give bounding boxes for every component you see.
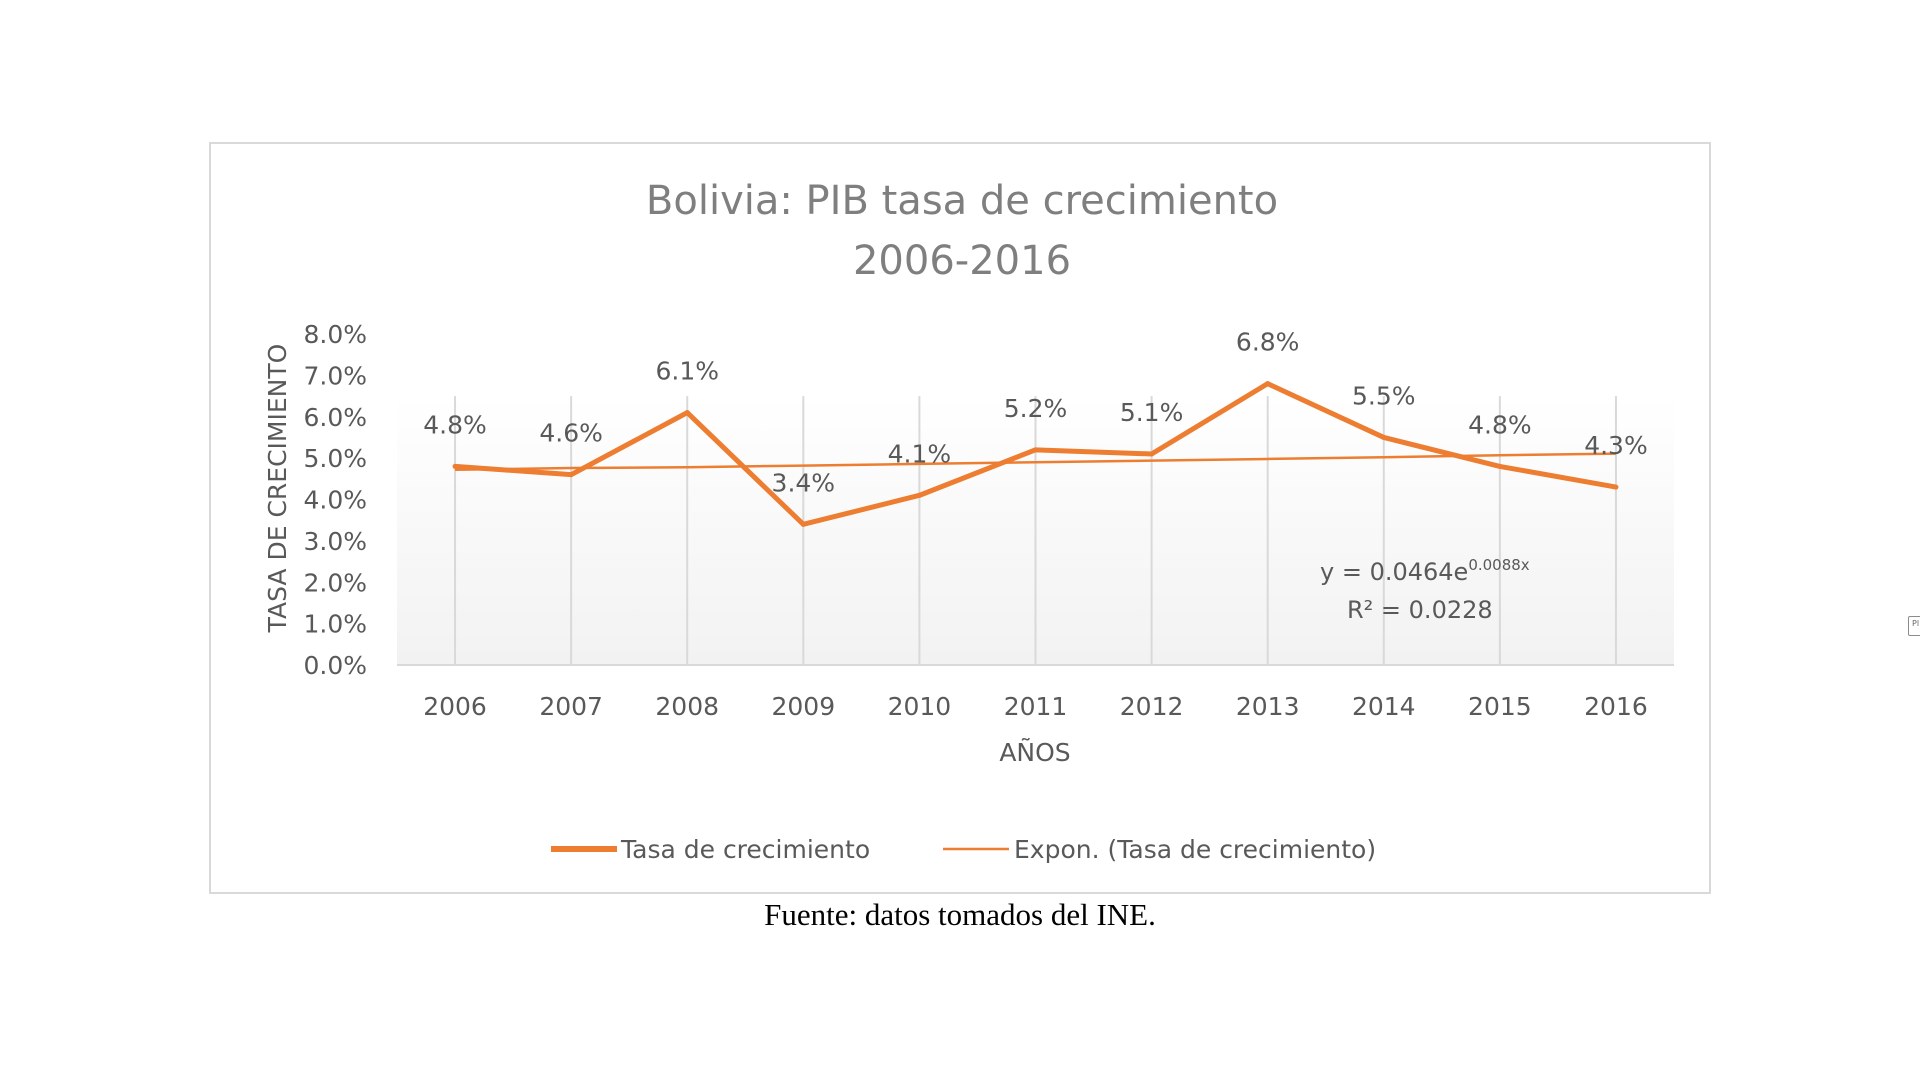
line-chart: Bolivia: PIB tasa de crecimiento 2006-20… xyxy=(263,178,1674,864)
x-tick-label: 2013 xyxy=(1236,692,1300,721)
data-point xyxy=(800,521,806,527)
chart-container: Bolivia: PIB tasa de crecimiento 2006-20… xyxy=(209,142,1711,894)
data-label: 6.1% xyxy=(655,357,719,386)
legend: Tasa de crecimiento Expon. (Tasa de crec… xyxy=(551,835,1376,864)
data-point xyxy=(1497,463,1503,469)
x-tick-label: 2012 xyxy=(1120,692,1184,721)
y-tick-label: 3.0% xyxy=(303,527,367,556)
data-point xyxy=(452,463,458,469)
y-tick-label: 5.0% xyxy=(303,444,367,473)
data-label: 5.2% xyxy=(1004,394,1068,423)
trendline-equation-exponent: 0.0088x xyxy=(1468,556,1529,574)
x-tick-label: 2006 xyxy=(423,692,487,721)
source-note: Fuente: datos tomados del INE. xyxy=(764,897,1156,932)
data-label: 4.1% xyxy=(888,439,952,468)
legend-label-expon: Expon. (Tasa de crecimiento) xyxy=(1014,835,1376,864)
data-label: 4.6% xyxy=(539,419,603,448)
x-tick-label: 2015 xyxy=(1468,692,1532,721)
data-label: 4.3% xyxy=(1584,431,1648,460)
x-tick-label: 2007 xyxy=(539,692,603,721)
x-tick-label: 2010 xyxy=(888,692,952,721)
x-tick-label: 2009 xyxy=(772,692,836,721)
legend-label-tasa: Tasa de crecimiento xyxy=(620,835,870,864)
data-point xyxy=(1613,484,1619,490)
y-tick-label: 6.0% xyxy=(303,403,367,432)
data-point xyxy=(1381,434,1387,440)
data-label: 5.1% xyxy=(1120,398,1184,427)
paste-options-icon[interactable]: Pl xyxy=(1908,616,1920,636)
svg-text:y = 0.0464e0.0088x: y = 0.0464e0.0088x xyxy=(1320,556,1530,586)
trendline-series-line xyxy=(455,452,1616,471)
data-point xyxy=(568,472,574,478)
y-tick-label: 4.0% xyxy=(303,486,367,515)
y-axis-title: TASA DE CRECIMIENTO xyxy=(263,344,292,634)
data-point xyxy=(1265,381,1271,387)
x-tick-label: 2016 xyxy=(1584,692,1648,721)
x-tick-label: 2011 xyxy=(1004,692,1068,721)
data-label: 3.4% xyxy=(772,468,836,497)
chart-subtitle: 2006-2016 xyxy=(853,238,1071,284)
y-tick-label: 1.0% xyxy=(303,610,367,639)
data-point xyxy=(916,492,922,498)
data-label: 6.8% xyxy=(1236,328,1300,357)
trendline-equation-base: y = 0.0464e xyxy=(1320,558,1468,586)
data-label: 5.5% xyxy=(1352,381,1416,410)
y-tick-label: 2.0% xyxy=(303,568,367,597)
y-tick-label: 0.0% xyxy=(303,651,367,680)
paste-options-icon-text: Pl xyxy=(1912,619,1920,628)
data-label: 4.8% xyxy=(1468,410,1532,439)
trendline-equation: y = 0.0464e0.0088x R² = 0.0228 xyxy=(1320,556,1530,624)
data-label: 4.8% xyxy=(423,410,487,439)
x-axis-title: AÑOS xyxy=(999,737,1070,767)
chart-title: Bolivia: PIB tasa de crecimiento xyxy=(646,178,1278,224)
y-tick-label: 7.0% xyxy=(303,361,367,390)
x-tick-label: 2008 xyxy=(655,692,719,721)
trendline-r-squared: R² = 0.0228 xyxy=(1347,596,1493,624)
data-point xyxy=(1033,447,1038,453)
x-tick-label: 2014 xyxy=(1352,692,1416,721)
y-tick-label: 8.0% xyxy=(303,320,367,349)
data-point xyxy=(1149,451,1155,457)
data-point xyxy=(684,410,690,416)
